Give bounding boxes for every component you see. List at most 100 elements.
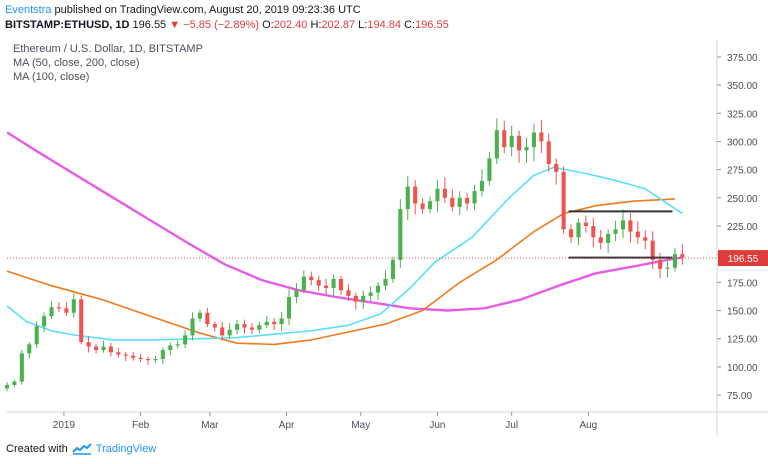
candle-body	[94, 346, 99, 350]
candle-body	[64, 308, 69, 313]
candle-body	[658, 259, 663, 269]
published-text: published on TradingView.com, August 20,…	[51, 4, 361, 16]
candle-body	[183, 335, 188, 345]
candle-body	[383, 278, 388, 286]
candle-body	[301, 276, 306, 291]
y-tick-label: 275.00	[727, 166, 758, 177]
candle-body	[12, 381, 17, 385]
candle-body	[457, 197, 462, 207]
candle-body	[479, 180, 485, 192]
candle-body	[346, 290, 351, 296]
candle-body	[509, 135, 514, 148]
candle-body	[168, 345, 173, 350]
y-tick-label: 225.00	[727, 222, 758, 233]
tradingview-brand[interactable]: TradingView	[95, 443, 157, 455]
candle-body	[435, 188, 440, 202]
candle-body	[27, 344, 32, 354]
publish-info: Eventstra published on TradingView.com, …	[5, 3, 361, 17]
footer: Created with TradingView	[6, 443, 156, 455]
candle-body	[465, 197, 470, 204]
candle-body	[197, 312, 203, 319]
candle-body	[487, 158, 492, 181]
candle-body	[220, 327, 225, 336]
tradingview-logo-icon	[72, 443, 92, 455]
legend-ma-50: MA (50, close, 200, close)	[13, 57, 140, 69]
candle-body	[576, 222, 581, 238]
candle-body	[108, 346, 113, 353]
last-price-tag	[718, 250, 768, 267]
price-chart[interactable]: 75.00100.00125.00150.00175.00200.00225.0…	[0, 36, 768, 436]
candle-body	[613, 229, 618, 234]
high-label: H:	[310, 19, 322, 31]
candle-body	[101, 346, 106, 350]
candle-body	[175, 344, 180, 346]
candle-body	[257, 325, 262, 330]
candle-body	[205, 312, 210, 325]
candle-body	[643, 237, 648, 241]
y-tick-label: 125.00	[727, 335, 758, 346]
candle-body	[316, 280, 321, 286]
candle-body	[398, 209, 403, 260]
candle-body	[19, 353, 24, 382]
chart-title: Ethereum / U.S. Dollar, 1D, BITSTAMP	[13, 43, 203, 55]
candle-body	[665, 267, 670, 269]
candle-body	[331, 278, 336, 288]
y-tick-label: 300.00	[727, 137, 758, 148]
symbol-label: BITSTAMP:ETHUSD, 1D	[5, 19, 130, 31]
candle-body	[279, 318, 284, 325]
x-tick-label: Mar	[201, 420, 219, 431]
candle-body	[569, 229, 574, 238]
x-tick-label: Aug	[579, 420, 597, 431]
close-value: 196.55	[415, 19, 449, 31]
ma-50-line	[6, 166, 683, 341]
candle-body	[190, 318, 195, 336]
candle-body	[591, 226, 596, 238]
candle-body	[86, 342, 91, 347]
candle-body	[546, 141, 551, 164]
candle-body	[116, 352, 121, 355]
y-tick-label: 150.00	[727, 307, 758, 318]
candle-body	[405, 186, 410, 210]
ma-100-line	[6, 198, 675, 346]
candle-body	[517, 135, 522, 151]
author-link[interactable]: Eventstra	[5, 4, 52, 16]
candle-body	[650, 240, 655, 260]
x-tick-label: Jul	[505, 420, 518, 431]
candle-body	[249, 327, 254, 330]
x-tick-label: Jun	[429, 420, 445, 431]
candle-body	[71, 299, 76, 313]
candle-body	[131, 355, 136, 358]
y-tick-label: 350.00	[727, 81, 758, 92]
candle-body	[472, 191, 477, 204]
candle-body	[272, 321, 277, 325]
candle-body	[376, 285, 381, 293]
candle-body	[420, 203, 425, 210]
candle-body	[34, 326, 39, 345]
candle-body	[42, 316, 47, 327]
legend-ma-100: MA (100, close)	[13, 71, 90, 83]
candle-body	[598, 237, 603, 243]
candle-body	[620, 220, 626, 230]
candle-body	[49, 307, 54, 317]
created-with-text: Created with	[6, 443, 68, 455]
candle-body	[338, 278, 344, 291]
candle-body	[353, 295, 358, 302]
candle-body	[413, 186, 418, 204]
chart-area[interactable]: 75.00100.00125.00150.00175.00200.00225.0…	[0, 36, 768, 436]
candle-body	[427, 201, 433, 210]
y-tick-label: 325.00	[727, 109, 758, 120]
candle-body	[450, 197, 455, 207]
low-label: L:	[358, 19, 368, 31]
candle-body	[145, 359, 151, 361]
x-tick-label: Feb	[132, 420, 150, 431]
x-tick-label: 2019	[53, 420, 76, 431]
last-price: 196.55	[132, 19, 167, 31]
y-tick-label: 100.00	[727, 363, 758, 374]
y-tick-label: 250.00	[727, 194, 758, 205]
candle-body	[554, 164, 559, 172]
candle-body	[561, 171, 566, 230]
open-value: 202.40	[273, 19, 308, 31]
candle-body	[153, 359, 158, 361]
candle-body	[583, 222, 588, 226]
candle-body	[4, 384, 10, 389]
